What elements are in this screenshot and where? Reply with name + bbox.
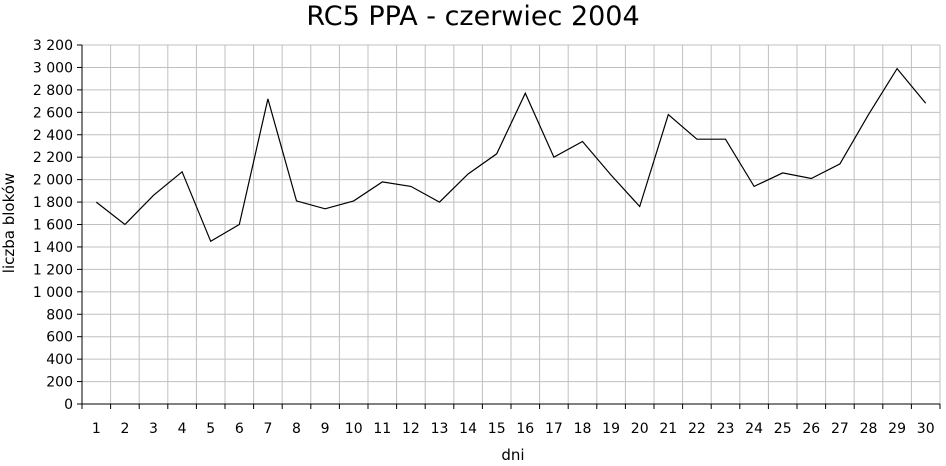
x-tick-label: 30 — [917, 421, 935, 437]
x-tick-label: 4 — [178, 421, 187, 437]
x-tick-label: 24 — [745, 421, 763, 437]
x-tick-label: 16 — [516, 421, 534, 437]
y-tick-label: 400 — [46, 352, 73, 368]
x-tick-label: 5 — [206, 421, 215, 437]
x-tick-label: 9 — [321, 421, 330, 437]
tick-labels: 0 200 400 600 800 1 000 1 200 1 400 1 600 1 800 2 … — [33, 38, 935, 437]
x-tick-label: 19 — [602, 421, 620, 437]
x-tick-label: 14 — [459, 421, 477, 437]
x-axis-title: dni — [501, 446, 525, 464]
y-tick-label: 3 200 — [33, 38, 73, 54]
y-tick-label: 1 200 — [33, 262, 73, 278]
x-tick-label: 26 — [802, 421, 820, 437]
x-tick-label: 28 — [860, 421, 878, 437]
x-tick-label: 12 — [402, 421, 420, 437]
y-tick-label: 1 000 — [33, 285, 73, 301]
x-tick-label: 2 — [120, 421, 129, 437]
x-tick-label: 3 — [149, 421, 158, 437]
y-tick-label: 2 600 — [33, 105, 73, 121]
series-layer — [95, 67, 927, 243]
x-tick-label: 7 — [263, 421, 272, 437]
x-tick-label: 11 — [373, 421, 391, 437]
chart-title: RC5 PPA - czerwiec 2004 — [306, 1, 640, 32]
x-tick-label: 8 — [292, 421, 301, 437]
y-tick-label: 2 200 — [33, 150, 73, 166]
y-tick-label: 2 800 — [33, 83, 73, 99]
x-tick-label: 1 — [92, 421, 101, 437]
x-tick-label: 18 — [574, 421, 592, 437]
x-tick-label: 20 — [631, 421, 649, 437]
y-tick-label: 1 800 — [33, 195, 73, 211]
x-tick-label: 10 — [345, 421, 363, 437]
y-tick-label: 2 400 — [33, 128, 73, 144]
series-line — [95, 67, 927, 243]
y-tick-label: 2 000 — [33, 173, 73, 189]
x-tick-label: 23 — [717, 421, 735, 437]
gridlines — [82, 44, 941, 405]
y-tick-label: 1 600 — [33, 218, 73, 234]
y-tick-label: 800 — [46, 307, 73, 323]
x-tick-label: 29 — [888, 421, 906, 437]
x-tick-label: 27 — [831, 421, 849, 437]
x-tick-label: 17 — [545, 421, 563, 437]
x-tick-label: 21 — [659, 421, 677, 437]
x-tick-label: 15 — [488, 421, 506, 437]
y-tick-label: 3 000 — [33, 60, 73, 76]
x-tick-label: 13 — [431, 421, 449, 437]
x-tick-label: 6 — [235, 421, 244, 437]
axes — [77, 44, 941, 409]
y-tick-label: 200 — [46, 375, 73, 391]
x-tick-label: 22 — [688, 421, 706, 437]
y-tick-label: 1 400 — [33, 240, 73, 256]
y-tick-label: 600 — [46, 330, 73, 346]
x-tick-label: 25 — [774, 421, 792, 437]
y-tick-label: 0 — [64, 397, 73, 413]
